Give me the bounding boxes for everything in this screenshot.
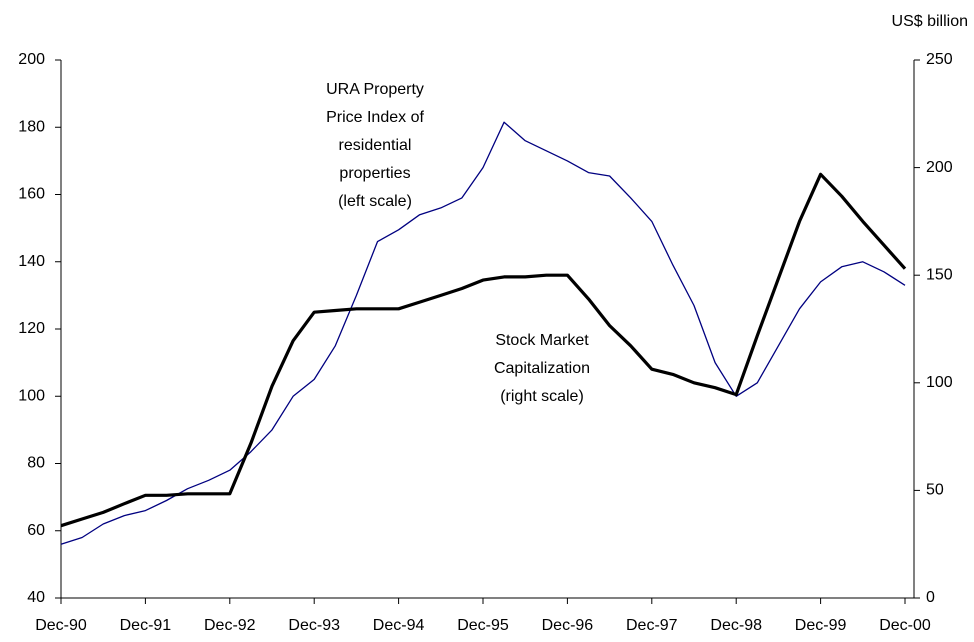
y-tick-label: 160 [18,186,45,203]
y2-tick-label: 100 [926,374,953,391]
annotation: Stock Market [495,332,589,349]
annotation: Price Index of [326,109,424,126]
y-tick-label: 200 [18,51,45,68]
x-tick-label: Dec-99 [795,617,847,634]
annotation: Capitalization [494,360,590,377]
x-tick-label: Dec-00 [879,617,931,634]
annotation: residential [339,137,412,154]
x-tick-label: Dec-90 [35,617,87,634]
y-tick-label: 120 [18,320,45,337]
x-tick-label: Dec-98 [710,617,762,634]
x-tick-label: Dec-93 [288,617,340,634]
y-tick-label: 180 [18,118,45,135]
x-tick-label: Dec-97 [626,617,678,634]
x-tick-label: Dec-91 [120,617,172,634]
y-tick-label: 80 [27,455,45,472]
y2-tick-label: 250 [926,51,953,68]
y2-tick-label: 0 [926,589,935,606]
x-tick-label: Dec-94 [373,617,425,634]
series-line [60,121,906,545]
y-tick-label: 60 [27,522,45,539]
x-tick-label: Dec-95 [457,617,509,634]
y-tick-label: 40 [27,589,45,606]
x-tick-label: Dec-96 [542,617,594,634]
annotation: properties [339,165,410,182]
annotation: (right scale) [500,388,584,405]
annotation: (left scale) [338,193,412,210]
y2-axis-label: US$ billion [892,13,968,30]
y-tick-label: 140 [18,253,45,270]
annotation: URA Property [326,81,424,98]
x-tick-label: Dec-92 [204,617,256,634]
y2-tick-label: 150 [926,266,953,283]
y-tick-label: 100 [18,387,45,404]
series-line [60,172,907,528]
y2-tick-label: 200 [926,159,953,176]
y2-tick-label: 50 [926,482,944,499]
